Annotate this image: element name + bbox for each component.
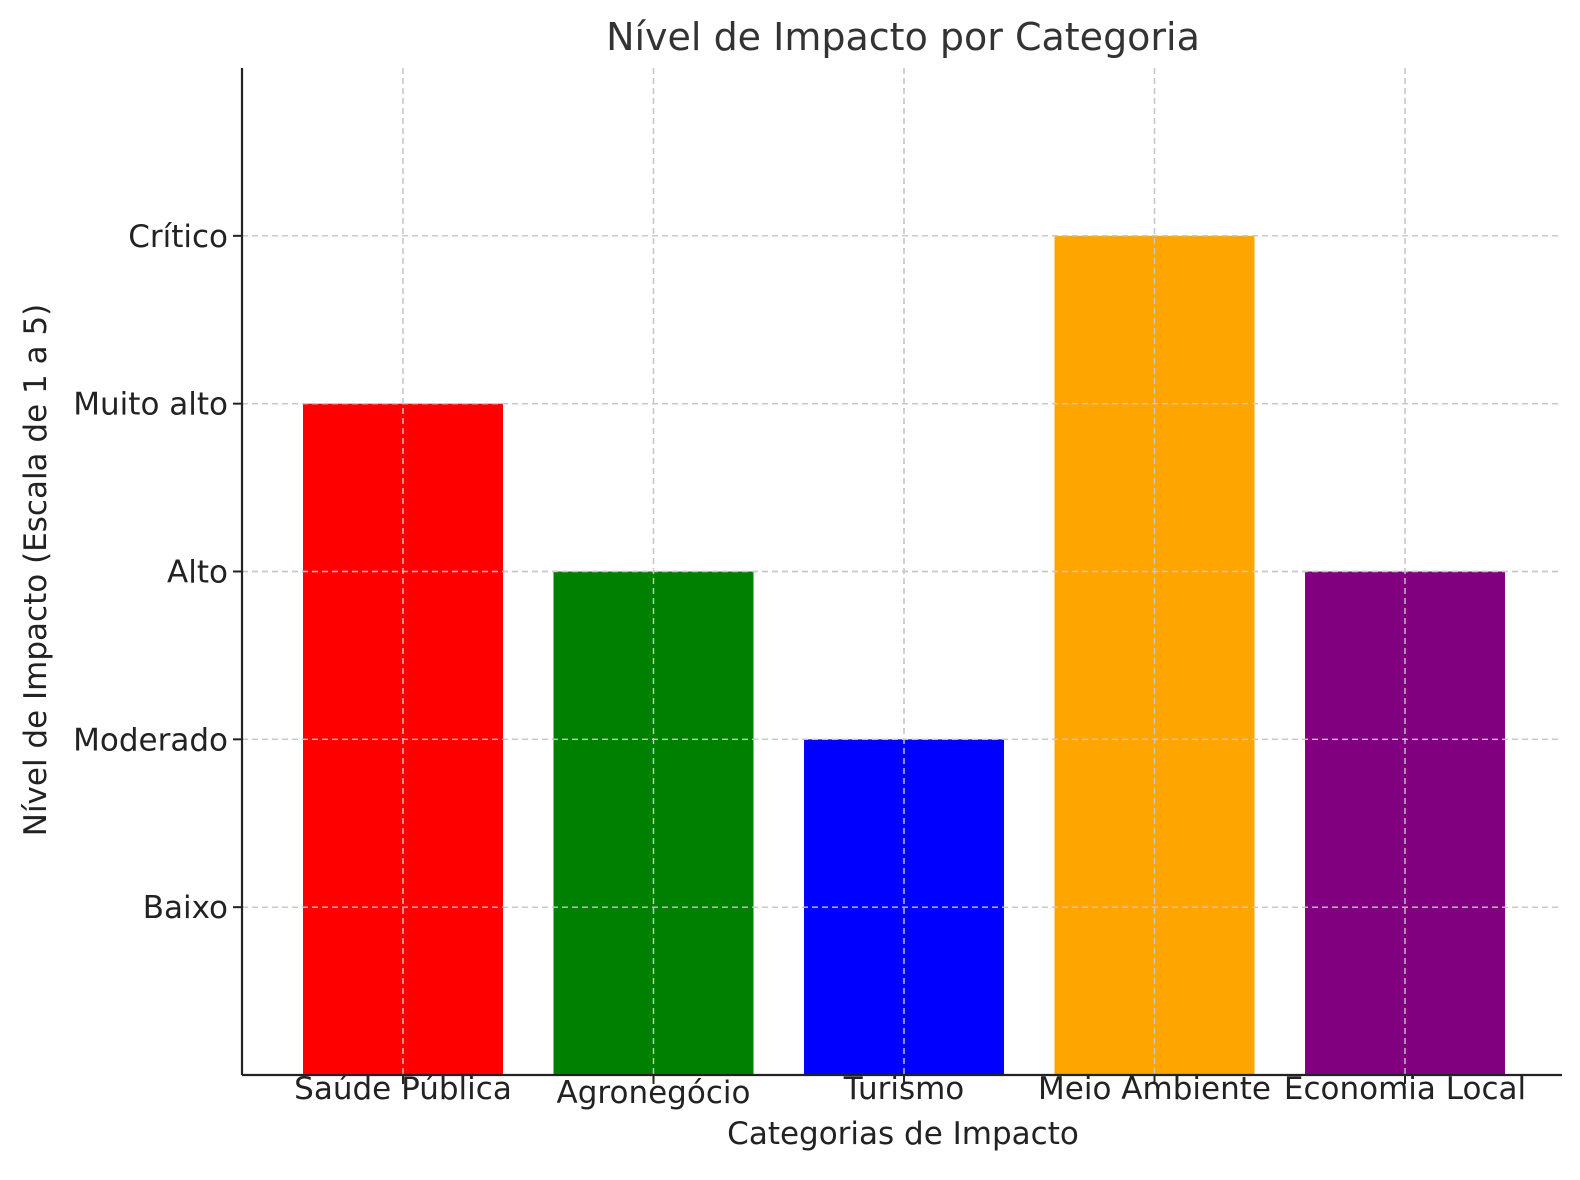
x-tick-label: Meio Ambiente	[1038, 1071, 1271, 1107]
y-tick-label: Muito alto	[73, 387, 228, 423]
y-tick-label: Crítico	[128, 219, 228, 255]
x-tick-label: Economia Local	[1284, 1071, 1526, 1107]
x-axis-label: Categorias de Impacto	[727, 1116, 1079, 1152]
y-tick-label: Moderado	[73, 722, 228, 758]
x-tick-label: Saúde Pública	[294, 1071, 512, 1107]
y-tick-label: Baixo	[143, 890, 228, 926]
bar-meio-ambiente	[1054, 235, 1255, 1076]
ticks: Baixo Moderado Alto Muito alto Crítico Saúde …	[73, 219, 1526, 1111]
chart-title: Nível de Impacto por Categoria	[606, 15, 1200, 59]
grid-overlay	[242, 68, 1562, 1075]
x-tick-label: Turismo	[843, 1071, 965, 1107]
y-axis-label: Nível de Impacto (Escala de 1 a 5)	[18, 304, 54, 837]
x-tick-label: Agronegócio	[557, 1075, 751, 1111]
y-tick-label: Alto	[167, 555, 228, 591]
bars	[242, 68, 1562, 1076]
